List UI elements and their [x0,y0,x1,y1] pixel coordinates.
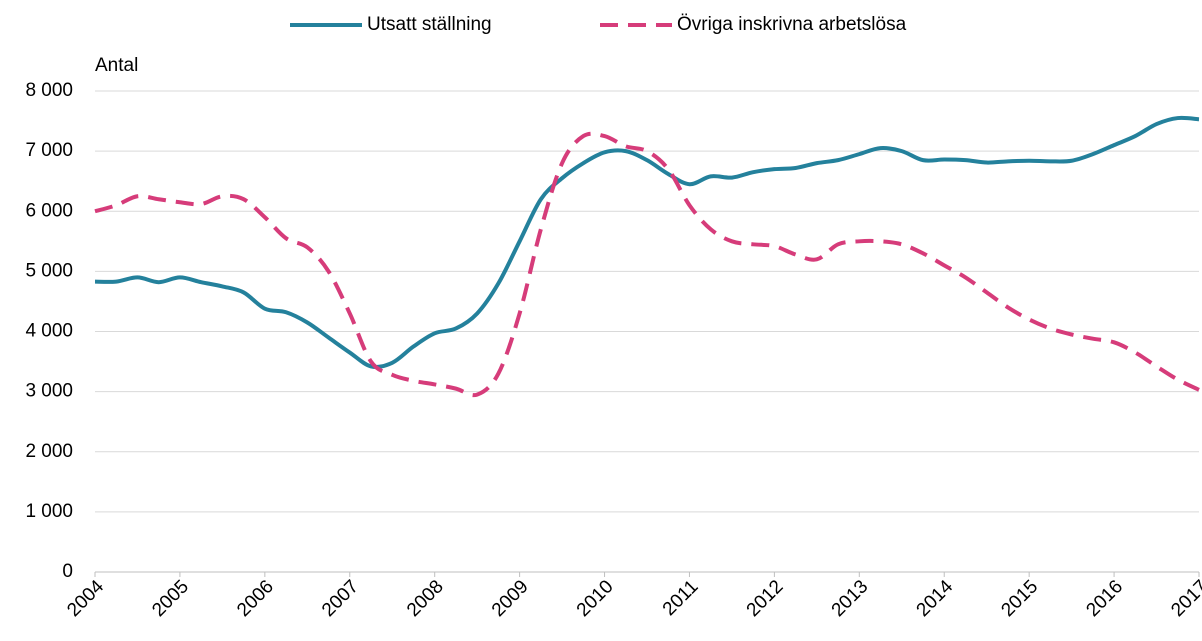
legend-label: Utsatt ställning [367,14,492,35]
x-tick-label: 2008 [403,576,448,621]
x-tick-label: 2014 [913,576,958,621]
y-tick-label: 2 000 [25,441,73,462]
y-tick-label: 3 000 [25,381,73,402]
y-tick-label: 7 000 [25,140,73,161]
x-tick-label: 2015 [997,576,1042,621]
x-tick-label: 2009 [488,576,533,621]
series-line [94,115,1200,369]
x-tick-label: 2010 [573,576,618,621]
x-tick-label: 2005 [148,576,193,621]
x-tick-label: 2007 [318,576,363,621]
y-axis-label: Antal [95,55,138,76]
x-tick-label: 2011 [659,576,703,620]
series-line [94,131,1200,398]
y-tick-label: 8 000 [25,80,73,101]
x-tick-label: 2016 [1082,576,1127,621]
x-tick-label: 2017 [1167,576,1202,621]
y-tick-label: 1 000 [25,501,73,522]
y-tick-label: 6 000 [25,200,73,221]
x-tick-label: 2013 [828,576,873,621]
x-tick-label: 2012 [743,576,788,621]
y-tick-label: 4 000 [25,321,73,342]
x-tick-label: 2006 [233,576,278,621]
x-tick-label: 2004 [63,576,108,621]
y-tick-label: 0 [62,561,73,582]
legend-label: Övriga inskrivna arbetslösa [677,14,907,35]
y-tick-label: 5 000 [25,260,73,281]
